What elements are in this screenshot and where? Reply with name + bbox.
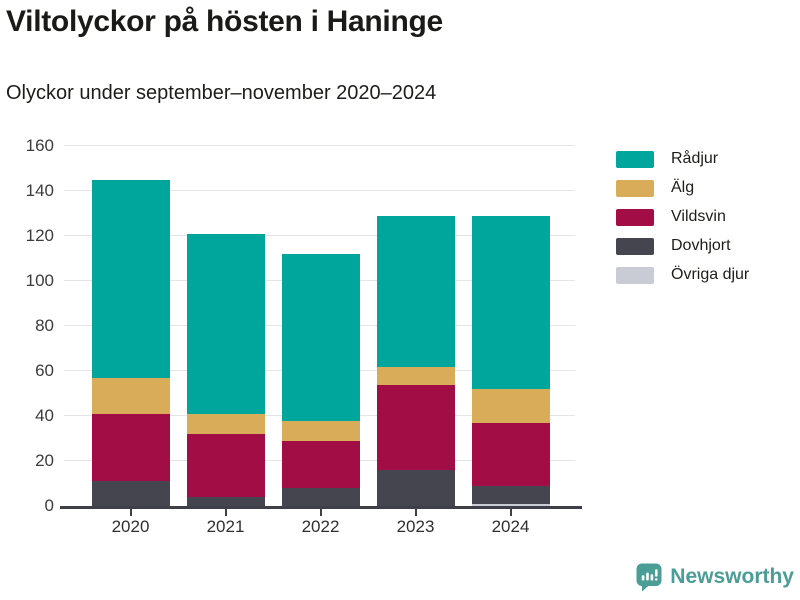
bar-2021: [186, 233, 265, 506]
brand-footer: Newsworthy: [635, 562, 794, 592]
bar-segment-2022-Dovhjort: [281, 488, 360, 506]
plot-area: [60, 145, 582, 516]
y-tick-label-140: 140: [25, 181, 54, 200]
bar-segment-2024-Övriga djur: [471, 503, 550, 506]
y-tick-label-160: 160: [25, 136, 54, 155]
bar-segment-2024-Älg: [471, 389, 550, 423]
y-tick-label-40: 40: [35, 406, 54, 425]
gridline-160: [64, 145, 575, 146]
bar-segment-2020-Dovhjort: [91, 481, 170, 506]
legend-label-Övriga djur: Övriga djur: [671, 266, 750, 283]
y-axis-labels: 0 20 40 60 80 100 120 140 160: [0, 137, 54, 515]
bar-2023: [376, 215, 455, 506]
gridline-140: [64, 190, 575, 191]
gridline-120: [64, 235, 575, 236]
bar-segment-2023-Vildsvin: [376, 384, 455, 470]
bar-segment-2024-Dovhjort: [471, 485, 550, 504]
legend-swatch-Dovhjort: [616, 237, 654, 255]
y-tick-label-80: 80: [35, 316, 54, 335]
y-tick-label-20: 20: [35, 451, 54, 470]
y-tick-label-60: 60: [35, 361, 54, 380]
x-tick-2024: [509, 509, 512, 516]
legend-label-Älg: Älg: [671, 179, 695, 196]
newsworthy-logo-icon: [636, 563, 662, 592]
legend-label-Vildsvin: Vildsvin: [671, 208, 726, 225]
bar-segment-2021-Vildsvin: [186, 434, 265, 497]
legend-item-Vildsvin: Vildsvin: [616, 208, 749, 226]
bar-2024: [471, 215, 550, 506]
legend: Rådjur Älg Vildsvin Dovhjort Övriga djur: [616, 150, 749, 284]
bar-2022: [281, 254, 360, 506]
x-tick-label-2020: 2020: [111, 517, 150, 536]
bar-segment-2021-Dovhjort: [186, 497, 265, 506]
x-tick-2023: [414, 509, 417, 516]
x-tick-2021: [224, 509, 227, 516]
legend-item-Älg: Älg: [616, 179, 749, 197]
legend-item-Övriga djur: Övriga djur: [616, 266, 749, 284]
bar-2020: [91, 179, 170, 506]
legend-swatch-Rådjur: [616, 150, 654, 168]
x-axis-line: [60, 505, 582, 509]
bar-segment-2022-Rådjur: [281, 254, 360, 421]
bar-segment-2023-Dovhjort: [376, 470, 455, 506]
bar-segment-2020-Vildsvin: [91, 413, 170, 482]
bar-segment-2023-Rådjur: [376, 215, 455, 367]
x-tick-label-2023: 2023: [396, 517, 435, 536]
x-tick-label-2024: 2024: [491, 517, 530, 536]
bar-segment-2020-Älg: [91, 377, 170, 414]
bar-segment-2024-Rådjur: [471, 215, 550, 389]
x-tick-label-2022: 2022: [301, 517, 340, 536]
brand-name: Newsworthy: [670, 565, 794, 588]
legend-swatch-Övriga djur: [616, 266, 654, 284]
legend-swatch-Älg: [616, 179, 654, 197]
y-tick-label-120: 120: [25, 226, 54, 245]
legend-item-Dovhjort: Dovhjort: [616, 237, 749, 255]
bar-segment-2022-Vildsvin: [281, 440, 360, 488]
x-tick-label-2021: 2021: [206, 517, 245, 536]
x-tick-2022: [319, 509, 322, 516]
bar-segment-2024-Vildsvin: [471, 422, 550, 486]
y-tick-label-0: 0: [44, 496, 54, 515]
bar-segment-2020-Rådjur: [91, 179, 170, 378]
y-tick-label-100: 100: [25, 271, 54, 290]
bar-segment-2022-Älg: [281, 420, 360, 441]
bar-segment-2021-Rådjur: [186, 233, 265, 414]
bar-segment-2023-Älg: [376, 366, 455, 385]
legend-label-Rådjur: Rådjur: [671, 150, 719, 167]
legend-swatch-Vildsvin: [616, 208, 654, 226]
chart-subtitle: Olyckor under september–november 2020–20…: [6, 82, 437, 104]
bar-segment-2021-Älg: [186, 413, 265, 434]
x-tick-2020: [129, 509, 132, 516]
legend-label-Dovhjort: Dovhjort: [671, 237, 731, 254]
chart-title: Viltolyckor på hösten i Haninge: [6, 5, 443, 38]
legend-item-Rådjur: Rådjur: [616, 150, 749, 168]
